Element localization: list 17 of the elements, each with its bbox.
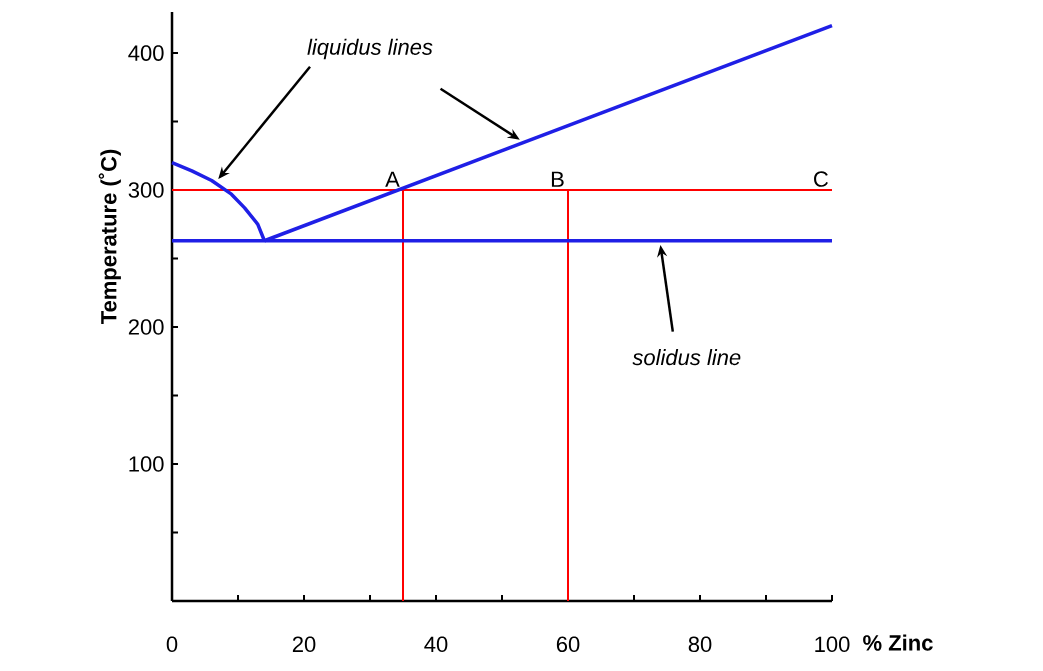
annotation: C — [814, 171, 828, 187]
annotation: liquidus lines — [307, 38, 433, 60]
x-tick-label: 20 — [292, 636, 316, 653]
x-tick-label: 0 — [166, 636, 178, 653]
annotation: solidus line — [632, 349, 741, 366]
y-tick-label: 200 — [128, 319, 164, 335]
y-tick-label: 100 — [129, 456, 164, 472]
y-tick-label: 400 — [128, 45, 164, 61]
x-tick-label: 80 — [688, 636, 712, 653]
y-axis-title: Temperature (˚C) — [98, 149, 121, 325]
x-tick-label: 40 — [424, 636, 448, 653]
annotation: A — [385, 171, 400, 187]
y-tick-label: 300 — [128, 182, 164, 198]
x-tick-label: 100 — [815, 636, 850, 653]
x-tick-label: 60 — [556, 636, 580, 653]
x-axis-title: % Zinc — [863, 634, 933, 651]
annotation: B — [551, 171, 564, 187]
